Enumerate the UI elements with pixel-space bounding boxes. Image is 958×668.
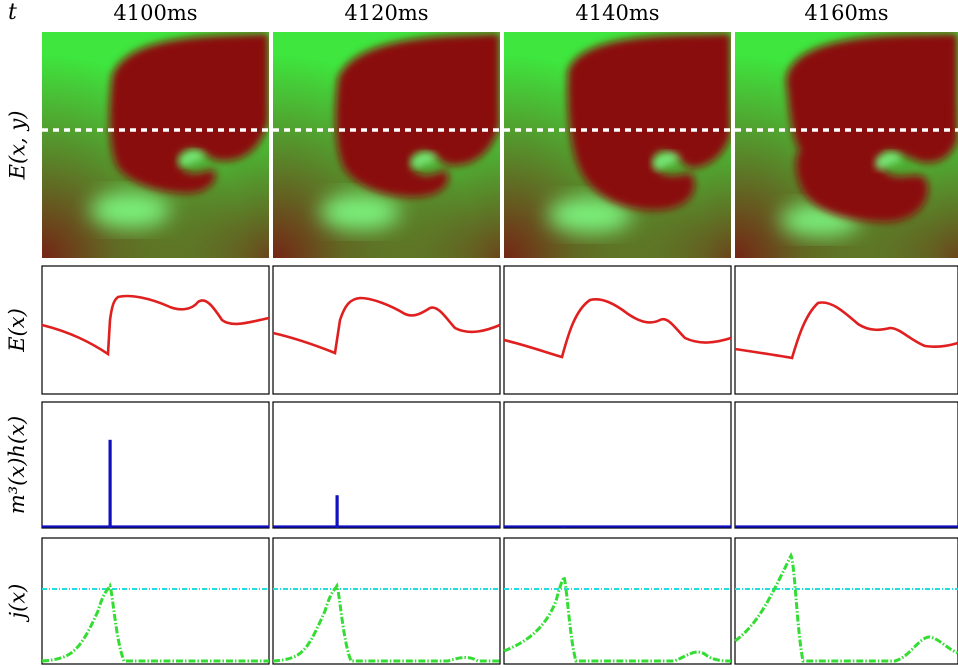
current-plot-4120ms (272, 537, 501, 665)
field-map-4100 (42, 32, 269, 258)
column-label-4140: 4140ms (575, 1, 660, 25)
gating-plot-4120ms (272, 401, 501, 529)
voltage-curve-4100 (41, 294, 270, 357)
current-curve (272, 582, 500, 663)
voltage-plot-4140 (503, 265, 732, 395)
column-label-4120: 4120ms (344, 1, 429, 25)
voltage-plot-4100 (41, 265, 270, 395)
current-curve (503, 572, 732, 663)
voltage-curve-4140 (503, 298, 732, 359)
gating-plot-4160ms (734, 401, 958, 529)
field-map-4120 (273, 32, 500, 258)
gating-spike (335, 495, 339, 528)
voltage-plot-4120 (272, 265, 501, 395)
gating-plot-4140ms (503, 401, 732, 529)
column-label-4100: 4100ms (113, 1, 198, 25)
voltage-plot-4160 (734, 265, 958, 395)
field-map-4140 (504, 32, 731, 258)
field-map-4160 (735, 32, 958, 258)
gating-spike (108, 439, 112, 528)
current-plot-4140ms (503, 537, 732, 665)
column-label-4160: 4160ms (804, 1, 889, 25)
voltage-curve-4120 (272, 296, 501, 355)
voltage-curve-4160 (734, 301, 958, 360)
current-plot-4160ms (734, 537, 958, 665)
current-curve (41, 582, 269, 663)
time-axis-label: t (8, 0, 17, 25)
current-curve (734, 551, 958, 663)
current-plot-4100ms (41, 537, 270, 665)
gating-spike (562, 526, 566, 528)
gating-plot-4100ms (41, 401, 270, 529)
